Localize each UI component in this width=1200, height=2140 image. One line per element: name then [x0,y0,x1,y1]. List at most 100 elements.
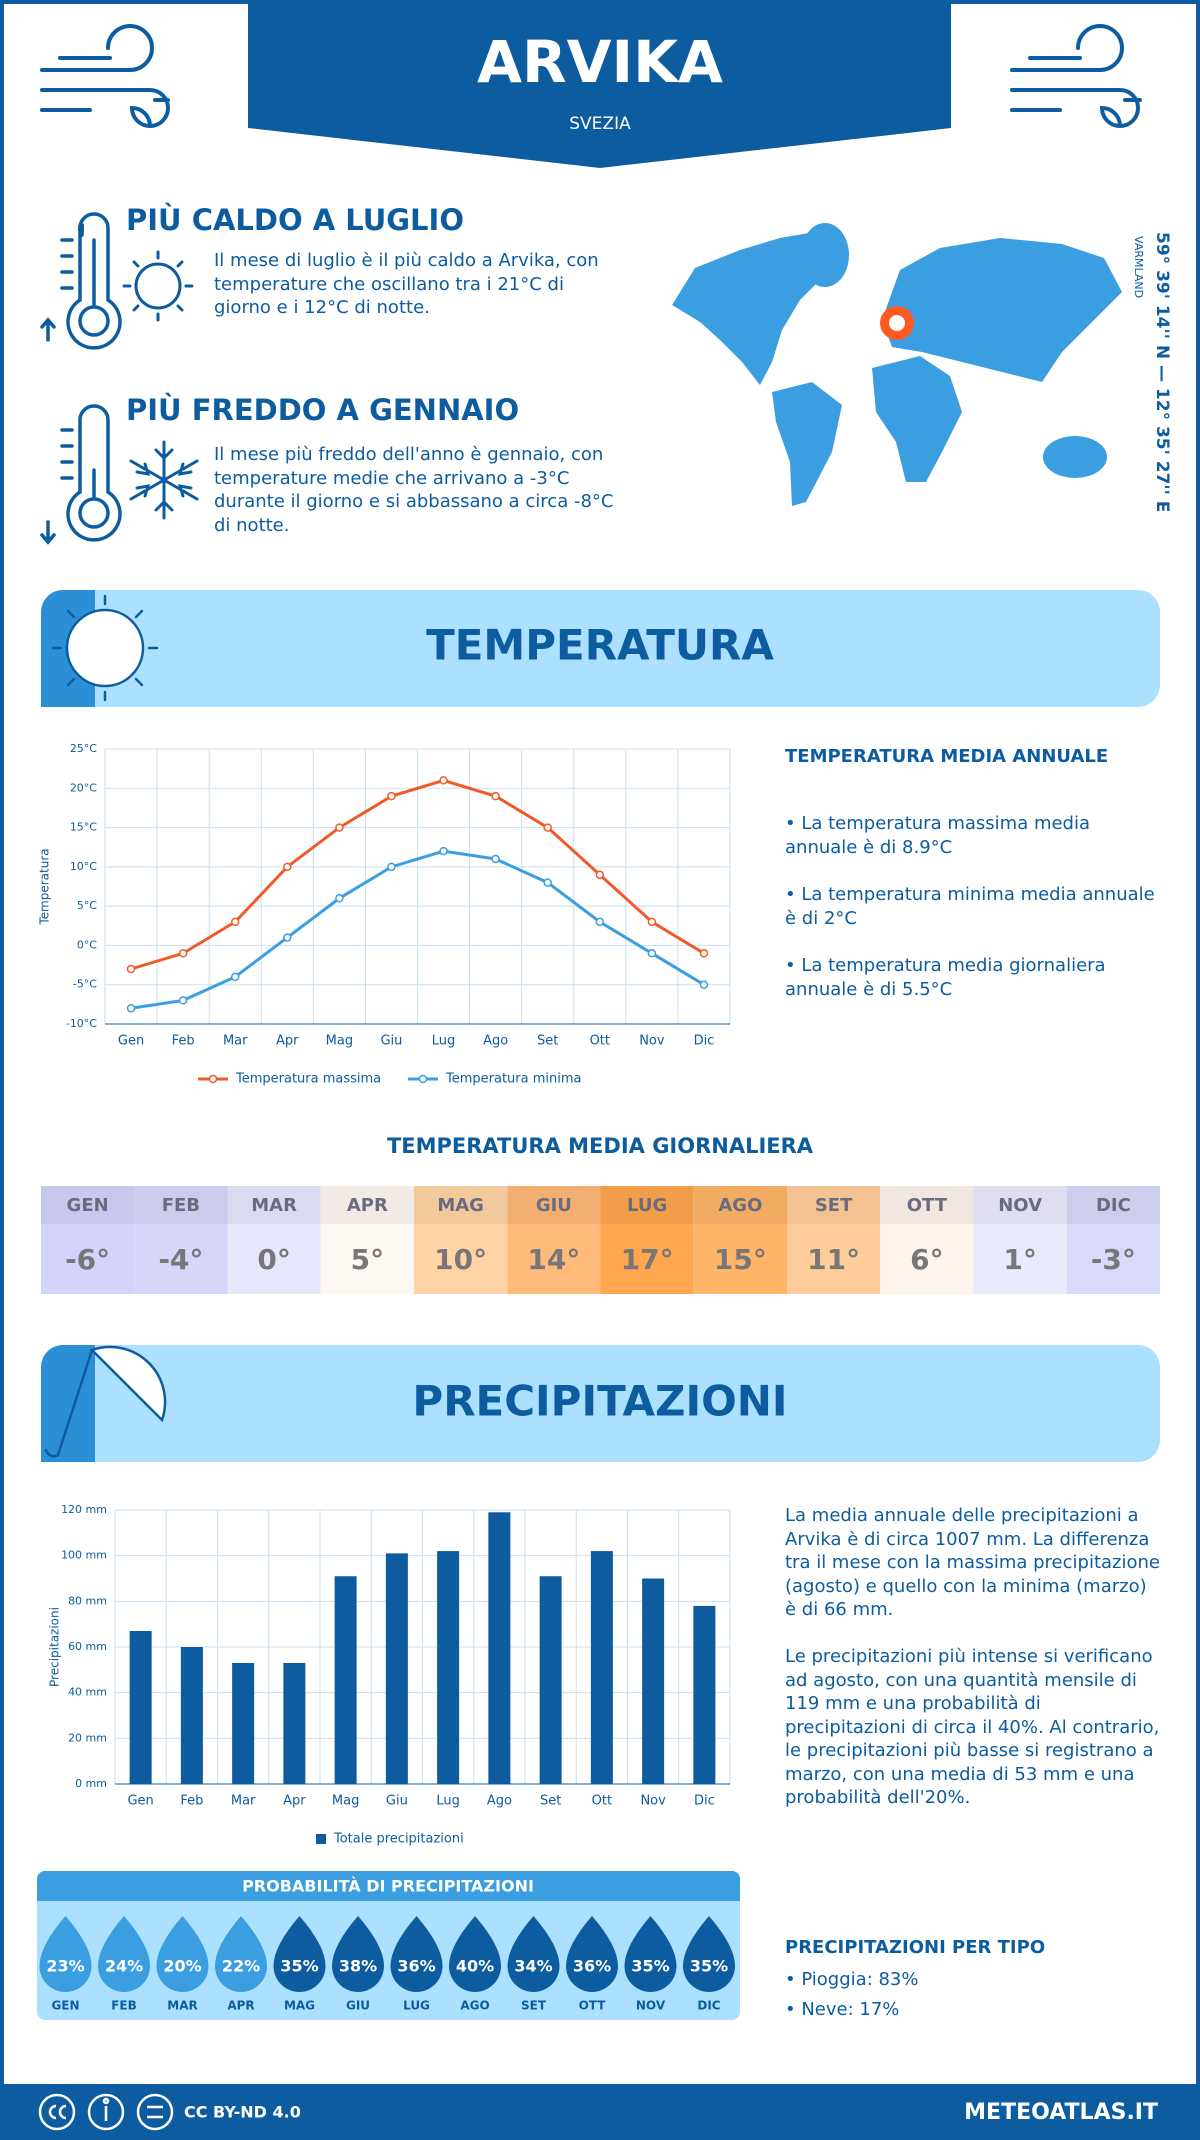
y-tick-label: 5°C [77,899,97,912]
table-month: MAR [251,1195,297,1216]
section-title: TEMPERATURA [426,621,774,670]
thermometer-cold-icon [40,404,122,545]
table-value: -6° [65,1243,110,1276]
table-value: 11° [807,1243,860,1276]
point [335,894,344,903]
city-title: ARVIKA [477,28,723,96]
table-value: 17° [621,1243,674,1276]
x-tick-label: Giu [386,1794,408,1809]
table-month: GIU [536,1195,572,1216]
legend-marker [418,1074,428,1084]
drop [683,1916,735,1992]
drop [98,1916,150,1992]
snowflake-icon [129,440,199,520]
bar [693,1605,716,1784]
wind-icon-left [40,24,170,128]
point [699,949,709,958]
x-tick-label: Set [537,1034,558,1049]
point [439,846,448,856]
precip-paragraph: La media annuale delle precipitazioni a … [785,1505,1160,1620]
x-tick-label: Mag [332,1794,359,1809]
y-tick-label: -10°C [66,1017,97,1030]
table-header-shade [600,1186,694,1224]
table-month: GEN [67,1195,109,1216]
table-month: NOV [998,1195,1042,1216]
table-header-shade [134,1186,228,1224]
table-cell [973,1186,1067,1294]
drop-label: 36% [397,1957,435,1976]
drop-month: GEN [51,1999,79,2013]
drop-month: OTT [579,1999,607,2013]
probability-header [37,1871,740,1901]
footer [0,2084,1200,2140]
table-month: SET [815,1195,853,1216]
point [178,949,188,958]
drop-month: SET [521,1999,547,2013]
table-header-shade [507,1186,601,1224]
drop [449,1916,501,1992]
y-tick-label: 0°C [77,938,97,951]
y-tick-label: 60 mm [68,1640,107,1653]
point [126,964,136,974]
point [230,972,240,982]
y-tick-label: 25°C [70,742,97,755]
bar [129,1631,152,1784]
drop-label: 35% [690,1957,728,1976]
x-tick-label: Giu [380,1034,402,1049]
table-month: OTT [907,1195,948,1216]
x-tick-label: Gen [118,1034,144,1049]
location-marker-center [889,315,905,331]
drop [507,1916,560,1992]
annual-point: • La temperatura minima media annuale è … [785,884,1155,929]
drop-month: MAG [284,1999,315,2013]
drop-month: AGO [460,1999,489,2013]
y-tick-label: -5°C [73,978,97,991]
point [543,878,552,887]
x-tick-label: Apr [276,1034,299,1049]
sun-banner-icon [51,594,159,702]
table-header-shade [414,1186,508,1224]
table-header-shade [880,1186,974,1224]
point [647,917,657,927]
table-header-shade [41,1186,135,1224]
table-value: -4° [158,1243,203,1276]
y-tick-label: 120 mm [61,1503,107,1516]
point [230,917,240,927]
license-icons [38,2093,174,2131]
legend-marker [208,1074,218,1084]
annual-point: • La temperatura media giornaliera annua… [785,955,1106,1000]
country: SVEZIA [569,114,631,134]
coordinates: 59° 39' 14'' N — 12° 35' 27'' E [1152,232,1172,512]
bar [180,1647,203,1784]
table-cell [134,1186,228,1294]
drop-label: 20% [163,1957,201,1976]
precip-paragraph: Le precipitazioni più intense si verific… [785,1646,1160,1808]
line [130,849,705,1010]
point [178,996,188,1005]
x-tick-label: Mar [223,1034,248,1049]
drop-month: FEB [111,1999,137,2013]
drop [332,1916,384,1992]
header-band [248,0,951,168]
point [387,791,396,801]
x-tick-label: Lug [436,1794,460,1809]
table-cell [41,1186,135,1294]
drop-month: LUG [403,1999,430,2013]
wind-icon-right [1010,24,1142,128]
y-tick-label: 20 mm [68,1731,107,1744]
precipitation-banner [41,1345,1160,1462]
point [491,854,500,864]
x-tick-label: Gen [127,1794,153,1809]
point [543,823,552,832]
y-axis-label: Temperatura [38,848,52,925]
point [439,776,448,785]
probability-box [37,1871,740,2020]
table-value: 10° [434,1243,487,1276]
point [491,791,500,801]
thermometer-warm-icon [40,212,122,350]
point [283,862,292,872]
annual-point: • La temperatura massima media annuale è… [785,813,1091,858]
annual-title: TEMPERATURA MEDIA ANNUALE [785,746,1108,767]
legend-label: Temperatura massima [235,1072,381,1087]
drop-label: 22% [222,1957,260,1976]
